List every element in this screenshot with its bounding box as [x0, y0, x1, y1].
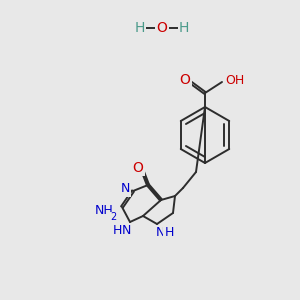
Text: NH: NH — [94, 203, 113, 217]
Text: OH: OH — [225, 74, 244, 88]
Text: 2: 2 — [110, 212, 116, 222]
Text: N: N — [155, 226, 165, 239]
Text: H: H — [112, 224, 122, 238]
Text: N: N — [120, 182, 130, 196]
Text: O: O — [180, 73, 190, 87]
Text: N: N — [121, 224, 131, 238]
Text: O: O — [133, 161, 143, 175]
Text: H: H — [135, 21, 145, 35]
Text: H: H — [164, 226, 174, 239]
Text: H: H — [179, 21, 189, 35]
Text: O: O — [157, 21, 167, 35]
